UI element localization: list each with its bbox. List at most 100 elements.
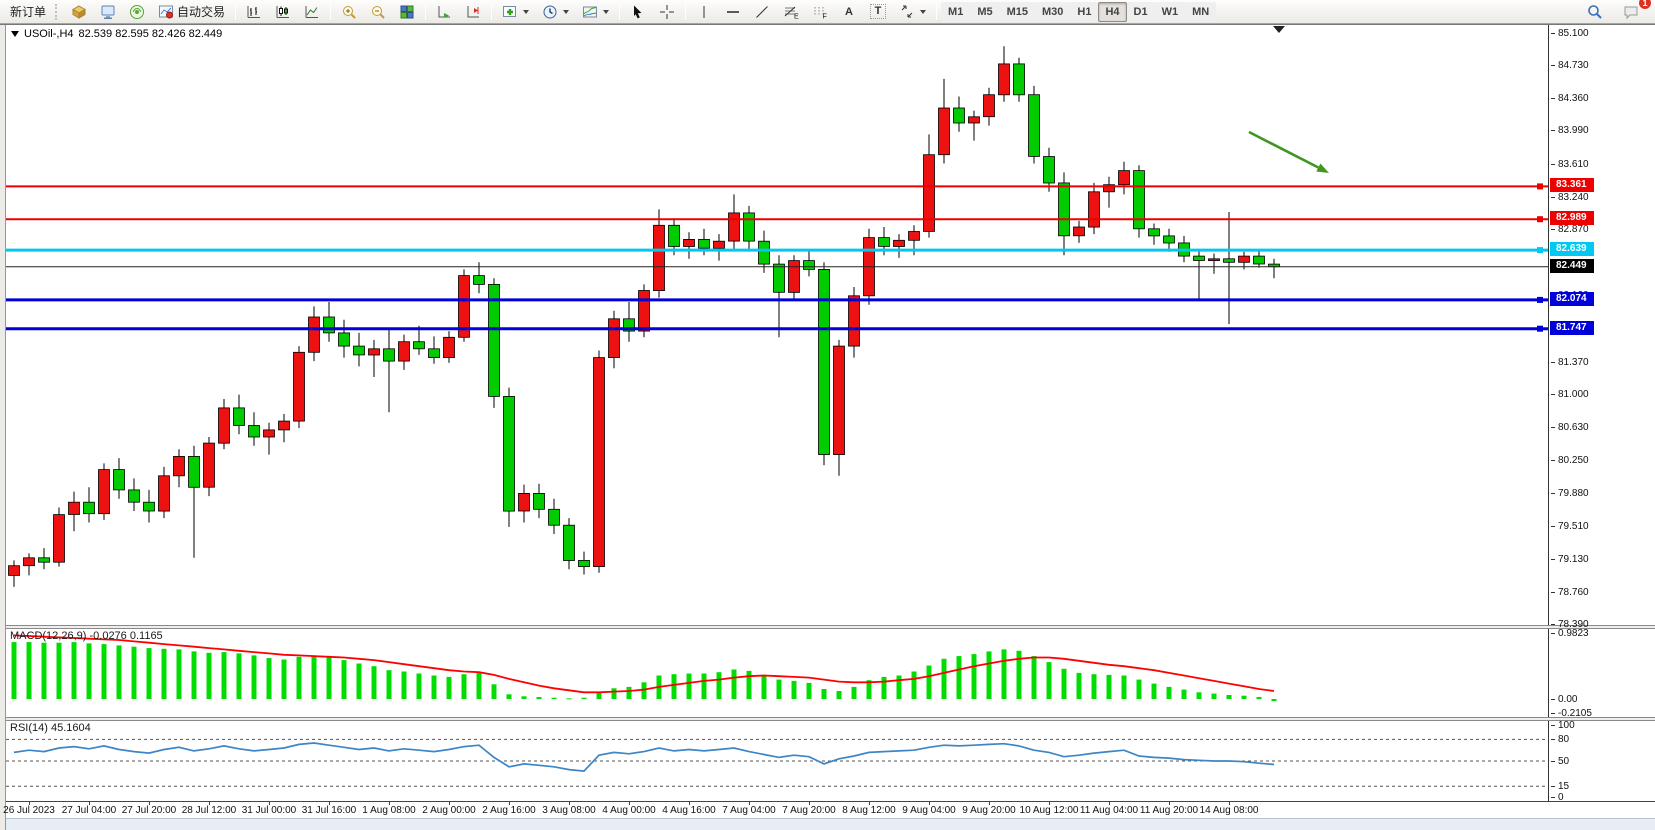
- price-tick: 79.510: [1551, 520, 1589, 532]
- rsi-canvas[interactable]: RSI(14) 45.1604: [6, 721, 1548, 801]
- chat-button[interactable]: [1617, 1, 1645, 22]
- macd-canvas[interactable]: MACD(12,26,9) -0.0276 0.1165: [6, 629, 1548, 717]
- candle-body: [218, 407, 230, 444]
- time-tick: [809, 802, 810, 805]
- candle-body: [188, 455, 200, 488]
- new-order-button[interactable]: 新订单: [4, 1, 52, 22]
- macd-histogram-bar: [911, 671, 917, 699]
- macd-histogram-bar: [1061, 668, 1067, 699]
- macd-histogram-bar: [1211, 693, 1217, 699]
- candle-body: [548, 508, 560, 526]
- horizontal-line-icon: [725, 4, 741, 20]
- timeframe-button-m30[interactable]: M30: [1035, 1, 1071, 22]
- bar-chart-button[interactable]: [240, 1, 268, 22]
- rsi-panel: RSI(14) 45.1604 100 80 50 15 0: [6, 720, 1655, 803]
- timeframe-button-h1[interactable]: H1: [1070, 1, 1099, 22]
- search-button[interactable]: [1581, 1, 1609, 22]
- package-button[interactable]: [65, 1, 93, 22]
- price-tick: 85.100: [1551, 27, 1589, 39]
- svg-text:F: F: [823, 13, 827, 20]
- vertical-line-button[interactable]: [690, 1, 718, 22]
- macd-histogram-bar: [491, 684, 497, 699]
- autotrade-button[interactable]: 自动交易: [152, 1, 231, 22]
- cycle-lines-button[interactable]: F: [806, 1, 834, 22]
- horizontal-line-button[interactable]: [719, 1, 747, 22]
- zoom-out-button[interactable]: [364, 1, 392, 22]
- text-button[interactable]: A: [835, 1, 863, 22]
- candle-body: [398, 341, 410, 362]
- time-tick: [689, 802, 690, 805]
- time-tick: [149, 802, 150, 805]
- panel-divider[interactable]: [6, 625, 1655, 629]
- macd-histogram-bar: [101, 644, 107, 699]
- candle-body: [593, 357, 605, 568]
- signal-button[interactable]: [123, 1, 151, 22]
- candle-body: [488, 283, 500, 397]
- auto-scroll-button[interactable]: [430, 1, 458, 22]
- templates-button[interactable]: [576, 1, 615, 22]
- timeframe-button-m5[interactable]: M5: [970, 1, 1000, 22]
- zoom-in-button[interactable]: [335, 1, 363, 22]
- main-chart-canvas[interactable]: USOil-,H4 82.539 82.595 82.426 82.449: [6, 25, 1548, 625]
- candle-body: [728, 212, 740, 242]
- text-label-button[interactable]: T: [864, 1, 892, 22]
- periods-button[interactable]: [536, 1, 575, 22]
- trendline-button[interactable]: [748, 1, 776, 22]
- candle-body: [38, 557, 50, 563]
- tile-windows-button[interactable]: [393, 1, 421, 22]
- price-tick: 84.360: [1551, 92, 1589, 104]
- candle-body: [518, 492, 530, 512]
- macd-histogram-bar: [596, 692, 602, 699]
- crosshair-button[interactable]: [653, 1, 681, 22]
- macd-histogram-bar: [296, 656, 302, 699]
- zoom-in-icon: [341, 4, 357, 20]
- arrows-button[interactable]: [893, 1, 932, 22]
- text-label-icon: T: [870, 4, 887, 19]
- macd-histogram-bar: [686, 673, 692, 699]
- candle-body: [233, 407, 245, 426]
- timeframe-button-mn[interactable]: MN: [1185, 1, 1217, 22]
- time-tick: [1169, 802, 1170, 805]
- candle-body: [968, 116, 980, 124]
- macd-histogram-bar: [611, 688, 617, 699]
- price-badge: 83.361: [1550, 178, 1594, 193]
- macd-histogram-bar: [251, 655, 257, 699]
- macd-histogram-bar: [146, 648, 152, 699]
- symbol-dropdown-icon[interactable]: [11, 31, 19, 37]
- candlestick-chart-button[interactable]: [269, 1, 297, 22]
- price-tick: 78.390: [1551, 619, 1589, 631]
- terminal-button[interactable]: [94, 1, 122, 22]
- autotrade-label: 自动交易: [177, 5, 226, 19]
- candle-body: [8, 565, 20, 576]
- candle-body: [713, 240, 725, 249]
- chart-shift-button[interactable]: [459, 1, 487, 22]
- arrows-icon: [899, 4, 915, 20]
- macd-histogram-bar: [641, 682, 647, 700]
- price-tick: 79.880: [1551, 487, 1589, 499]
- timeframe-button-m1[interactable]: M1: [941, 1, 971, 22]
- timeframe-button-m15[interactable]: M15: [999, 1, 1035, 22]
- auto-scroll-icon: [436, 4, 452, 20]
- macd-histogram-bar: [551, 697, 557, 699]
- indicators-button[interactable]: [496, 1, 535, 22]
- cursor-button[interactable]: [624, 1, 652, 22]
- timeframe-button-d1[interactable]: D1: [1126, 1, 1155, 22]
- time-label: 7 Aug 20:00: [782, 805, 836, 816]
- time-label: 9 Aug 20:00: [962, 805, 1016, 816]
- price-tick: 83.610: [1551, 158, 1589, 170]
- macd-panel: MACD(12,26,9) -0.0276 0.1165 0.9823 0.00 -…: [6, 628, 1655, 719]
- candle-body: [758, 240, 770, 265]
- candle-body: [473, 275, 485, 285]
- fibonacci-button[interactable]: E: [777, 1, 805, 22]
- price-axis[interactable]: 85.100 84.730 84.360 83.990 83.610 83.240 82.8…: [1548, 25, 1655, 630]
- toolbar-separator: [330, 3, 332, 20]
- time-axis[interactable]: 26 Jul 2023 27 Jul 04:00 27 Jul 20:00 28 Ju…: [3, 801, 1655, 818]
- time-tick: [389, 802, 390, 805]
- time-tick: [509, 802, 510, 805]
- line-chart-button[interactable]: [298, 1, 326, 22]
- macd-histogram-bar: [731, 669, 737, 699]
- timeframe-button-h4[interactable]: H4: [1098, 1, 1127, 22]
- timeframe-button-w1[interactable]: W1: [1154, 1, 1186, 22]
- panel-divider[interactable]: [6, 717, 1655, 721]
